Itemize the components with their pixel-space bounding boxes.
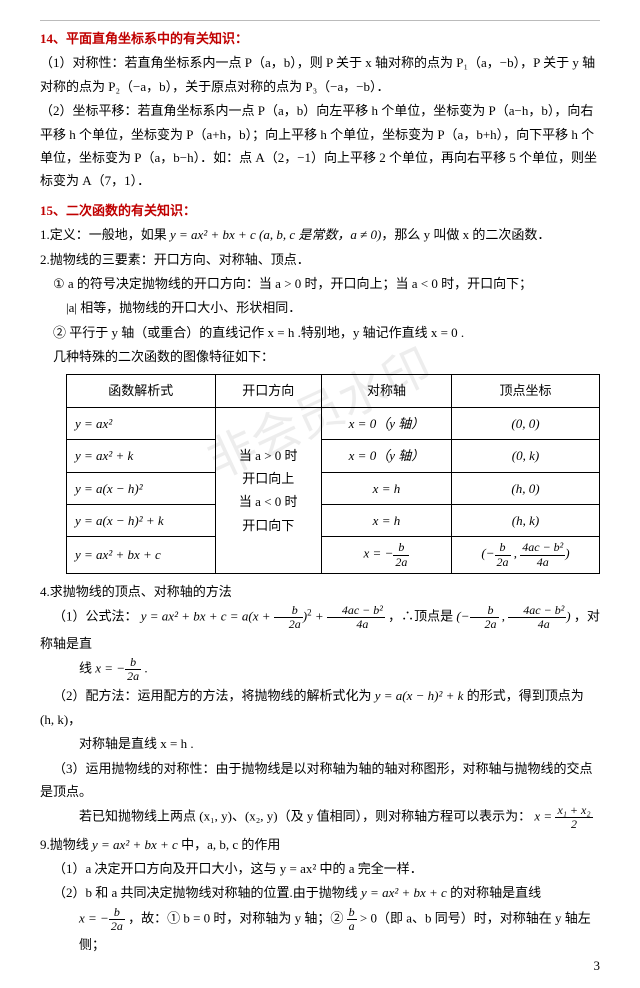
cell-func: y = ax² + bx + c [67, 537, 216, 573]
cell-vertex: (−b2a , 4ac − b²4a) [452, 537, 600, 573]
page-content: 14、平面直角坐标系中的有关知识： （1）对称性：若直角坐标系内一点 P（a，b… [40, 20, 600, 957]
cell-func: y = ax² + k [67, 440, 216, 472]
para-9-2: （2）b 和 a 共同决定抛物线对称轴的位置.由于抛物线 y = ax² + b… [40, 881, 600, 904]
text: ，故：① b = 0 时，对称轴为 y 轴；② [128, 911, 347, 926]
para-15-sub: 几种特殊的二次函数的图像特征如下： [40, 345, 600, 368]
table-row: y = ax² + bx + c x = −b2a (−b2a , 4ac − … [67, 537, 600, 573]
text: ，∴顶点是 [388, 609, 453, 624]
para-15-1: 1.定义：一般地，如果 y = ax² + bx + c (a, b, c 是常… [40, 223, 600, 246]
para-4-1: （1）公式法： y = ax² + bx + c = a(x + b2a)2 +… [40, 604, 600, 655]
cell-vertex: (0, 0) [452, 407, 600, 439]
table-row: y = a(x − h)² x = h (h, 0) [67, 472, 600, 504]
text: . [144, 661, 147, 676]
formula: (− [456, 609, 469, 624]
para-15-2: 2.抛物线的三要素：开口方向、对称轴、顶点． [40, 248, 600, 271]
cell-vertex: (h, k) [452, 505, 600, 537]
formula: y = ax² + bx + c [361, 885, 447, 900]
text: 线 [79, 661, 95, 676]
text: ，那么 y 叫做 x 的二次函数． [381, 227, 550, 242]
text: （2）b 和 a 共同决定抛物线对称轴的位置.由于抛物线 [53, 885, 361, 900]
formula: y = ax² + bx + c = a [141, 609, 249, 624]
table-row: y = ax² + k x = 0（y 轴） (0, k) [67, 440, 600, 472]
formula: y = ax² + bx + c (a, b, c 是常数，a ≠ 0) [170, 227, 381, 242]
para-4: 4.求抛物线的顶点、对称轴的方法 [40, 580, 600, 603]
table-row: y = ax² 当 a > 0 时 开口向上 当 a < 0 时 开口向下 x … [67, 407, 600, 439]
table-row: y = a(x − h)² + k x = h (h, k) [67, 505, 600, 537]
para-4-3a: （3）运用抛物线的对称性：由于抛物线是以对称轴为轴的轴对称图形，对称轴与抛物线的… [40, 757, 600, 804]
formula: y = a(x − h)² + k [375, 688, 464, 703]
text: 的对称轴是直线 [450, 885, 541, 900]
th-dir: 开口方向 [215, 375, 321, 407]
cell-axis: x = −b2a [321, 537, 451, 573]
para-9-3: x = −b2a ，故：① b = 0 时，对称轴为 y 轴；② ba > 0（… [79, 906, 600, 957]
cell-axis: x = h [321, 472, 451, 504]
cell-func: y = a(x − h)² [67, 472, 216, 504]
formula: x = − [79, 911, 109, 926]
para-4-1-line2: 线 x = −b2a . [79, 656, 600, 683]
table-header-row: 函数解析式 开口方向 对称轴 顶点坐标 [67, 375, 600, 407]
para-4-3b: 若已知抛物线上两点 (x₁, y)、(x₂, y)（及 y 值相同），则对称轴方… [79, 804, 600, 831]
para-9-1: （1）a 决定开口方向及开口大小，这与 y = ax² 中的 a 完全一样． [40, 857, 600, 880]
formula: x = − [95, 661, 125, 676]
cell-dir: 当 a > 0 时 开口向上 当 a < 0 时 开口向下 [215, 407, 321, 573]
text: （1）公式法： [53, 609, 138, 624]
para-14-1: （1）对称性：若直角坐标系内一点 P（a，b），则 P 关于 x 轴对称的点为 … [40, 51, 600, 98]
cell-axis: x = 0（y 轴） [321, 407, 451, 439]
cell-vertex: (0, k) [452, 440, 600, 472]
cell-func: y = a(x − h)² + k [67, 505, 216, 537]
para-9: 9.抛物线 y = ax² + bx + c 中，a, b, c 的作用 [40, 833, 600, 856]
cell-axis: x = h [321, 505, 451, 537]
top-rule [40, 20, 600, 21]
cell-axis: x = 0（y 轴） [321, 440, 451, 472]
dir-line: 当 a < 0 时 [224, 490, 313, 513]
para-15-2b: ② 平行于 y 轴（或重合）的直线记作 x = h .特别地，y 轴记作直线 x… [40, 321, 600, 344]
th-axis: 对称轴 [321, 375, 451, 407]
th-func: 函数解析式 [67, 375, 216, 407]
text: 中，a, b, c 的作用 [181, 837, 280, 852]
th-vertex: 顶点坐标 [452, 375, 600, 407]
dir-line: 当 a > 0 时 [224, 444, 313, 467]
text: （2）配方法：运用配方的方法，将抛物线的解析式化为 [53, 688, 375, 703]
heading-15: 15、二次函数的有关知识： [40, 199, 600, 222]
para-15-2a2: |a| 相等，抛物线的开口大小、形状相同． [66, 296, 600, 319]
cell-func: y = ax² [67, 407, 216, 439]
dir-line: 开口向下 [224, 514, 313, 537]
heading-14: 14、平面直角坐标系中的有关知识： [40, 27, 600, 50]
formula: x = [534, 809, 555, 824]
page-number: 3 [594, 954, 601, 977]
para-4-2: （2）配方法：运用配方的方法，将抛物线的解析式化为 y = a(x − h)² … [40, 684, 600, 731]
text: 9.抛物线 [40, 837, 92, 852]
formula: y = ax² + bx + c [92, 837, 178, 852]
para-4-2-line2: 对称轴是直线 x = h . [79, 732, 600, 755]
text: 若已知抛物线上两点 (x₁, y)、(x₂, y)（及 y 值相同），则对称轴方… [79, 809, 531, 824]
dir-line: 开口向上 [224, 467, 313, 490]
para-14-2: （2）坐标平移：若直角坐标系内一点 P（a，b）向左平移 h 个单位，坐标变为 … [40, 99, 600, 193]
function-table: 函数解析式 开口方向 对称轴 顶点坐标 y = ax² 当 a > 0 时 开口… [66, 374, 600, 573]
cell-vertex: (h, 0) [452, 472, 600, 504]
text: 1.定义：一般地，如果 [40, 227, 170, 242]
para-15-2a: ① a 的符号决定抛物线的开口方向：当 a > 0 时，开口向上；当 a < 0… [40, 272, 600, 295]
